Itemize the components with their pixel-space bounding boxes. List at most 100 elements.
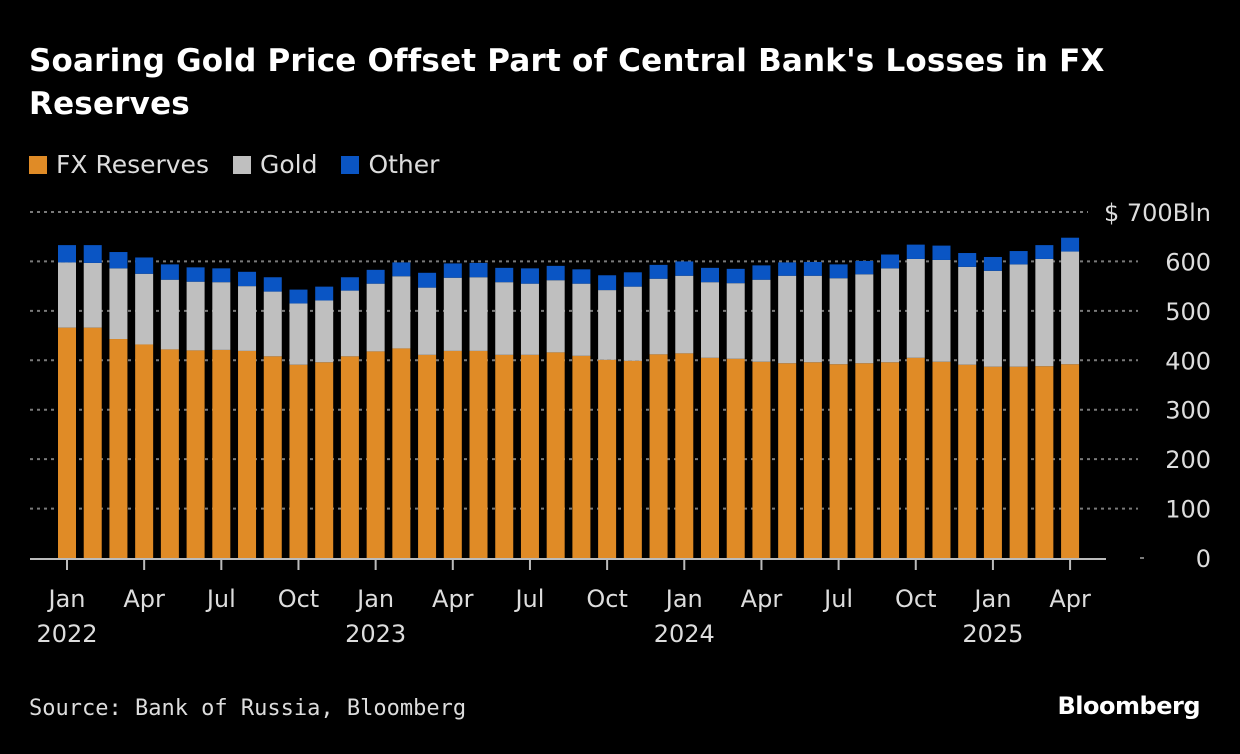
bar-other xyxy=(160,264,179,280)
bar-stack xyxy=(315,286,334,558)
bar-gold xyxy=(932,259,951,362)
bar-fx-reserves xyxy=(238,350,257,558)
bar-stack xyxy=(906,244,925,558)
bar-other xyxy=(829,264,848,279)
bar-gold xyxy=(135,273,154,345)
bar-fx-reserves xyxy=(803,362,822,558)
bar-other xyxy=(701,267,719,283)
bar-gold xyxy=(958,266,977,365)
bar-stack xyxy=(572,269,591,558)
bar-fx-reserves xyxy=(546,352,565,558)
bar-fx-reserves xyxy=(881,362,900,558)
bar-fx-reserves xyxy=(392,348,411,558)
y-tick-label: 600 xyxy=(1165,248,1211,276)
legend-item-gold: Gold xyxy=(232,150,317,179)
bar-other xyxy=(881,254,900,269)
bar-gold xyxy=(829,278,848,365)
bar-fx-reserves xyxy=(495,354,514,558)
y-axis: 0 100 200 300 400 500 600 $ 700Bln xyxy=(1104,199,1211,573)
legend-swatch-gold xyxy=(232,155,251,174)
bar-stack xyxy=(546,265,565,558)
bar-stack xyxy=(829,264,848,558)
bar-stack xyxy=(392,262,411,558)
bar-gold xyxy=(1009,264,1028,367)
x-tick-year-label: 2023 xyxy=(345,620,406,648)
bar-other xyxy=(495,267,514,283)
bar-other xyxy=(958,253,977,267)
bar-stack xyxy=(932,245,951,558)
bar-fx-reserves xyxy=(572,355,591,558)
legend: FX Reserves Gold Other xyxy=(29,150,463,179)
bar-gold xyxy=(906,258,925,358)
x-tick-month-label: Jan xyxy=(47,585,86,613)
bar-gold xyxy=(598,290,617,360)
bars xyxy=(58,237,1080,558)
bar-gold xyxy=(675,275,694,354)
bar-fx-reserves xyxy=(212,349,231,558)
x-tick-month-label: Jan xyxy=(972,585,1011,613)
bar-gold xyxy=(238,286,257,351)
bar-other xyxy=(1009,251,1028,265)
bar-other xyxy=(212,268,231,283)
bar-other xyxy=(803,261,822,276)
bar-fx-reserves xyxy=(109,339,128,558)
bar-fx-reserves xyxy=(418,354,437,558)
bar-gold xyxy=(649,278,668,355)
x-tick-month-label: Oct xyxy=(895,585,937,613)
x-tick-month-label: Jan xyxy=(355,585,394,613)
x-tick-month-label: Oct xyxy=(586,585,628,613)
chart-title: Soaring Gold Price Offset Part of Centra… xyxy=(29,43,1105,122)
bar-other xyxy=(572,269,591,284)
bar-other xyxy=(649,264,668,279)
x-tick-month-label: Jul xyxy=(822,585,853,613)
bar-stack xyxy=(803,261,822,558)
bar-fx-reserves xyxy=(83,327,102,558)
bar-gold xyxy=(418,287,437,355)
x-tick-month-label: Apr xyxy=(741,585,783,613)
bar-gold xyxy=(1035,258,1054,367)
bar-other xyxy=(392,262,411,277)
bar-fx-reserves xyxy=(289,364,308,558)
bar-stack xyxy=(598,275,617,558)
bar-stack xyxy=(135,257,154,558)
bar-other xyxy=(58,245,76,263)
bar-stack xyxy=(109,252,128,558)
bar-gold xyxy=(58,262,76,328)
bar-other xyxy=(418,272,437,288)
bar-other xyxy=(520,268,539,284)
legend-swatch-other xyxy=(341,155,360,174)
bar-gold xyxy=(572,283,591,356)
bar-gold xyxy=(778,275,797,364)
bar-stack xyxy=(1035,245,1054,558)
bar-stack xyxy=(752,265,771,558)
bar-other xyxy=(855,260,874,275)
bar-stack xyxy=(58,245,76,558)
x-tick-year-label: 2025 xyxy=(962,620,1023,648)
bar-gold xyxy=(340,290,359,357)
bar-gold xyxy=(623,286,642,361)
bar-fx-reserves xyxy=(906,357,925,558)
bar-fx-reserves xyxy=(932,361,951,558)
bar-stack xyxy=(958,253,977,558)
bar-other xyxy=(366,269,385,284)
bar-gold xyxy=(212,282,231,350)
legend-item-fx-reserves: FX Reserves xyxy=(29,150,209,179)
bar-fx-reserves xyxy=(752,361,771,558)
bar-other xyxy=(675,261,694,276)
bar-fx-reserves xyxy=(263,356,282,558)
legend-swatch-fx-reserves xyxy=(29,155,47,174)
bar-fx-reserves xyxy=(469,350,488,558)
bar-stack xyxy=(881,254,900,558)
bar-other xyxy=(546,265,565,281)
bar-fx-reserves xyxy=(649,354,668,558)
bar-other xyxy=(752,265,771,280)
bar-fx-reserves xyxy=(701,357,719,558)
bar-other xyxy=(469,262,488,278)
bar-other xyxy=(135,257,154,274)
bar-fx-reserves xyxy=(1035,366,1054,558)
bar-fx-reserves xyxy=(315,362,334,558)
bar-other xyxy=(186,267,205,282)
source-note: Source: Bank of Russia, Bloomberg xyxy=(29,696,467,721)
stacked-bar-chart: 0 100 200 300 400 500 600 $ 700Bln Jan 2022 Apr Ju… xyxy=(30,199,1211,648)
bar-other xyxy=(109,252,128,269)
